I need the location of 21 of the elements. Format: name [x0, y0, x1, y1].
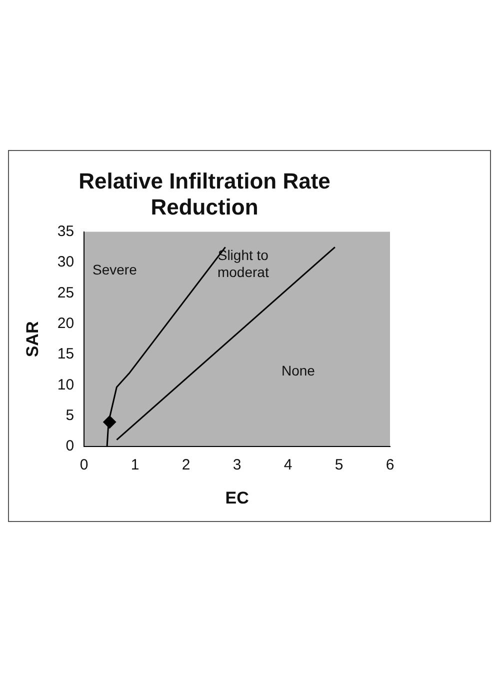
annotation: None: [281, 362, 316, 378]
annotation: Slight to moderat: [217, 246, 269, 280]
y-tick-label: 30: [57, 254, 74, 271]
x-tick-label: 3: [232, 456, 242, 474]
y-tick-label: 15: [57, 346, 74, 363]
y-tick-label: 25: [57, 284, 74, 302]
chart-title: Relative Infiltration Rate Reduction: [78, 168, 330, 220]
x-tick-label: 0: [80, 456, 88, 474]
y-tick-label: 5: [66, 407, 74, 424]
y-tick-label: 0: [66, 438, 74, 455]
y-axis-title: SAR: [22, 321, 42, 358]
x-tick-label: 1: [130, 456, 140, 474]
x-axis-title: EC: [225, 488, 249, 508]
x-tick-label: 4: [284, 456, 292, 474]
x-tick-label: 6: [386, 456, 394, 474]
y-tick-label: 10: [57, 376, 74, 394]
x-tick-label: 5: [334, 456, 344, 474]
annotation: Severe: [92, 261, 138, 278]
y-tick-label: 20: [57, 315, 74, 332]
y-tick-label: 35: [57, 222, 74, 240]
x-tick-label: 2: [182, 456, 190, 474]
